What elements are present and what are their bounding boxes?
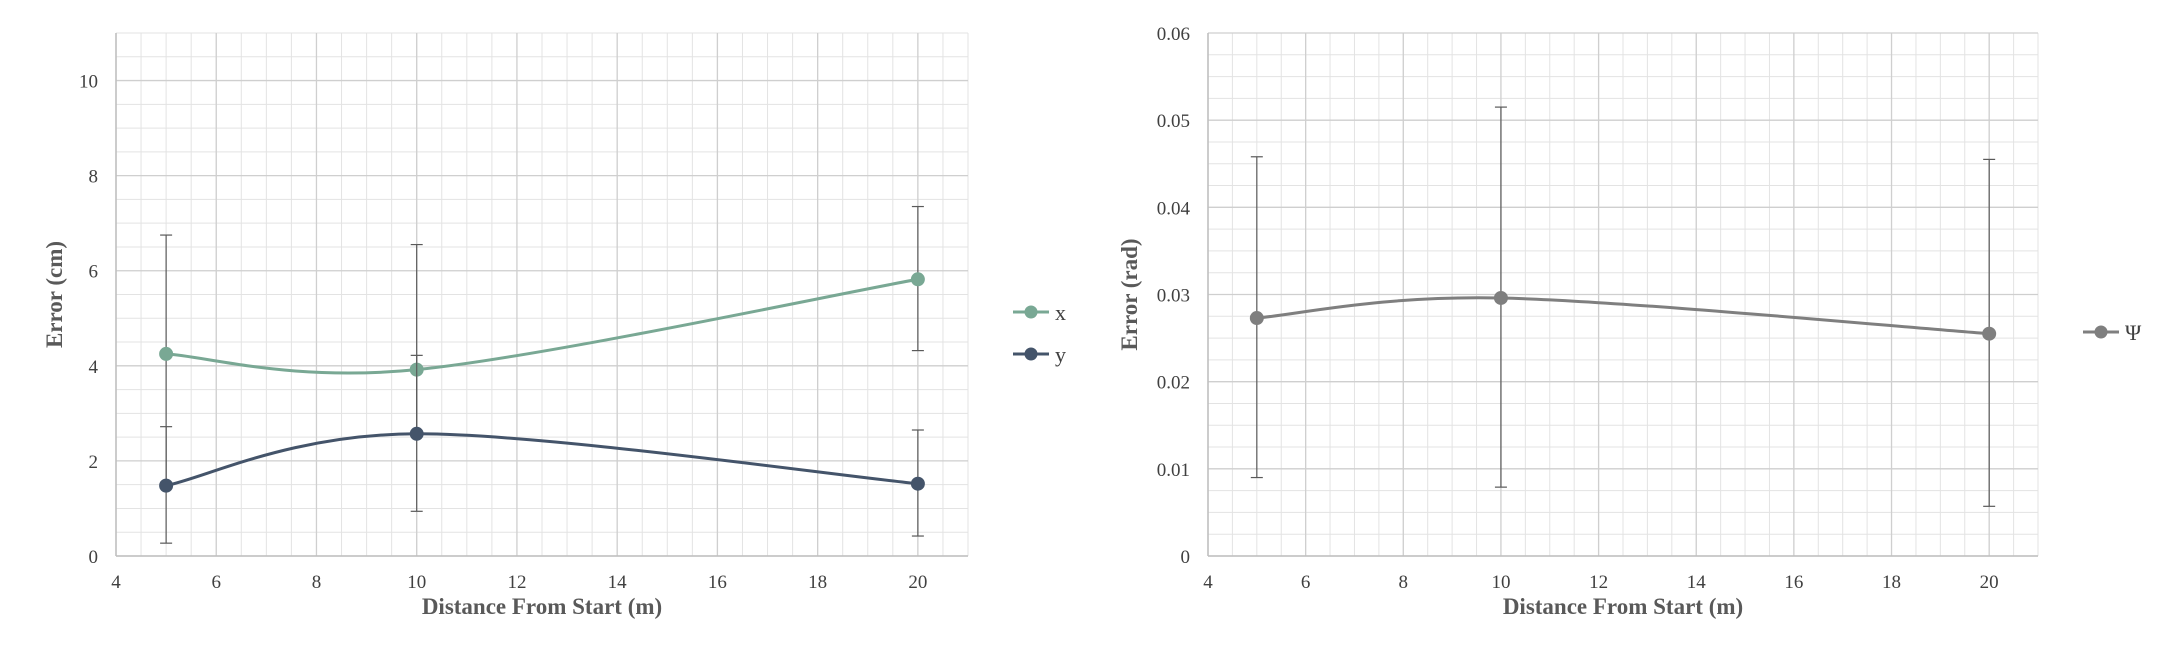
y-tick-label: 10: [79, 72, 98, 93]
legend-swatch-marker: [2094, 325, 2108, 339]
x-tick-label: 10: [1491, 572, 1510, 593]
y-tick-label: 0.05: [1157, 111, 1190, 132]
y-tick-label: 6: [89, 262, 99, 283]
legend-item: y: [1013, 342, 1066, 367]
legend-swatch-marker: [1024, 347, 1038, 361]
y-tick-label: 4: [89, 357, 99, 378]
x-axis-title: Distance From Start (m): [1503, 594, 1743, 619]
legend-label: y: [1055, 342, 1066, 367]
data-point: [1493, 290, 1508, 305]
y-tick-label: 0.03: [1157, 286, 1190, 307]
legend-item: x: [1013, 300, 1066, 325]
y-tick-label: 0: [1181, 547, 1191, 568]
x-tick-label: 12: [1589, 572, 1608, 593]
y-tick-label: 2: [89, 452, 99, 473]
x-tick-label: 20: [908, 572, 927, 593]
series-Ψ: [1249, 106, 1997, 507]
x-tick-label: 10: [407, 572, 426, 593]
x-tick-label: 6: [211, 572, 221, 593]
series-y: [159, 354, 925, 544]
y-tick-label: 0.01: [1157, 460, 1190, 481]
data-point: [159, 346, 174, 361]
x-tick-label: 18: [808, 572, 827, 593]
series-line: [166, 277, 919, 375]
legend-label: x: [1055, 300, 1066, 325]
legend-item: Ψ: [2083, 320, 2142, 345]
x-tick-label: 14: [608, 572, 628, 593]
series-line: [165, 432, 919, 488]
y-axis-title: Error (cm): [42, 241, 67, 348]
y-tick-label: 8: [89, 167, 99, 188]
data-point: [1249, 311, 1264, 326]
y-tick-label: 0: [89, 547, 99, 568]
x-tick-label: 6: [1301, 572, 1311, 593]
y-tick-label: 0.02: [1157, 373, 1190, 394]
x-tick-label: 8: [1399, 572, 1409, 593]
gridlines: [1207, 32, 2039, 557]
x-tick-label: 8: [312, 572, 322, 593]
x-tick-label: 20: [1980, 572, 1999, 593]
data-point: [409, 426, 424, 441]
data-point: [910, 476, 925, 491]
x-tick-label: 16: [708, 572, 727, 593]
y-tick-label: 0.04: [1157, 198, 1191, 219]
legend-label: Ψ: [2125, 320, 2142, 345]
x-tick-label: 14: [1687, 572, 1707, 593]
data-point: [159, 478, 174, 493]
x-tick-label: 16: [1784, 572, 1803, 593]
data-point: [1982, 326, 1997, 341]
x-tick-label: 12: [507, 572, 526, 593]
series-line: [1256, 296, 1990, 336]
x-axis-title: Distance From Start (m): [422, 594, 662, 619]
x-tick-label: 4: [1203, 572, 1213, 593]
x-tick-label: 4: [111, 572, 121, 593]
x-tick-label: 18: [1882, 572, 1901, 593]
chart-2: 4 6 8 10 12 14 16 18 20 0 0.01 0.02 0.03 0.04 0.05 0.06…: [1117, 24, 2142, 619]
data-point: [910, 272, 925, 287]
y-tick-label: 0.06: [1157, 24, 1190, 45]
legend-swatch-marker: [1024, 305, 1038, 319]
y-axis-title: Error (rad): [1117, 238, 1142, 350]
